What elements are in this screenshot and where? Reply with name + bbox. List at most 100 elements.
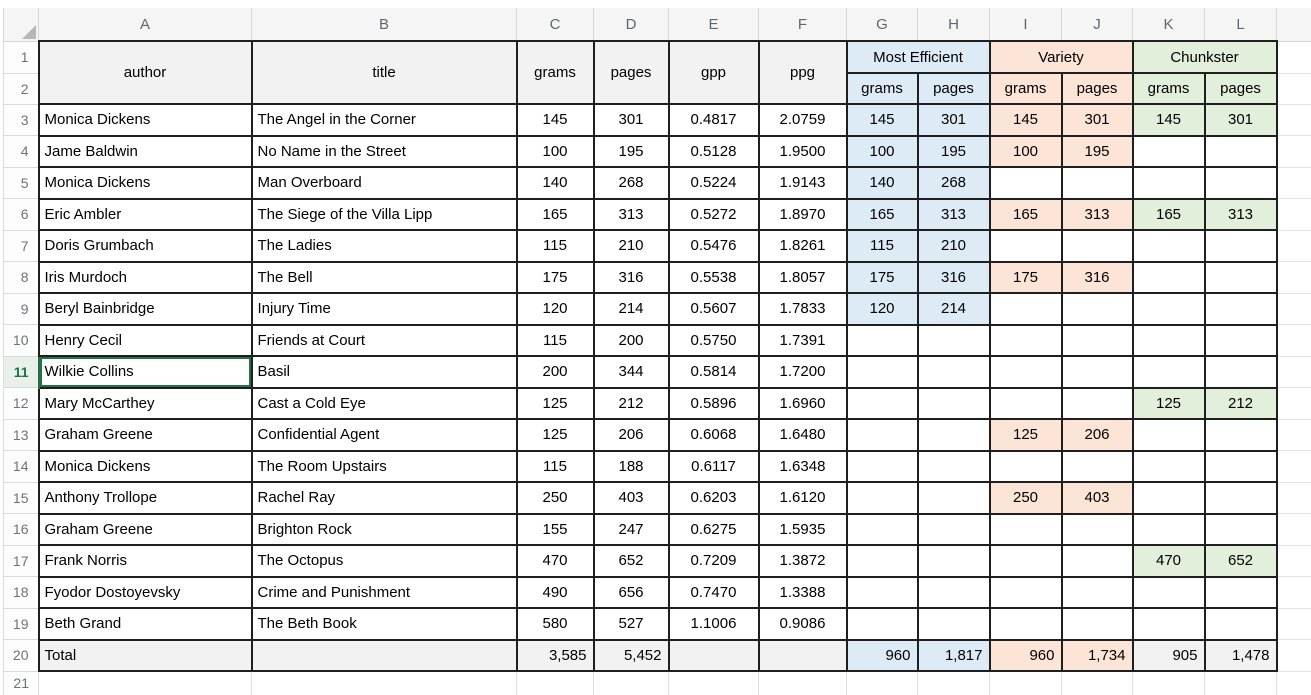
variety-grams-cell[interactable] [988, 386, 1063, 420]
grams-cell[interactable]: 250 [515, 481, 595, 515]
pages-cell[interactable]: 652 [592, 544, 670, 578]
grams-cell[interactable]: 200 [515, 355, 595, 389]
variety-grams-cell[interactable]: 250 [988, 481, 1063, 515]
ppg-cell[interactable]: 0.9086 [757, 607, 848, 641]
title-cell[interactable]: Friends at Court [250, 323, 518, 357]
variety-pages-cell[interactable] [1060, 229, 1134, 263]
row-header-13[interactable]: 13 [3, 418, 39, 451]
variety-pages-cell[interactable] [1060, 323, 1134, 357]
column-header-j[interactable]: J [1061, 8, 1133, 42]
row-header-7[interactable]: 7 [3, 229, 39, 262]
gpp-cell[interactable]: 0.4817 [667, 103, 760, 137]
most-efficient-pages-cell[interactable] [916, 449, 991, 483]
sheet-cell-empty[interactable] [668, 670, 759, 695]
title-cell[interactable]: The Ladies [250, 229, 518, 263]
most-efficient-grams-cell[interactable] [845, 355, 919, 389]
author-cell[interactable]: Doris Grumbach [37, 229, 253, 263]
sheet-cell-empty[interactable] [1276, 482, 1311, 514]
chunkster-grams-cell[interactable] [1131, 418, 1206, 452]
variety-grams-cell[interactable] [988, 355, 1063, 389]
gpp-cell[interactable]: 1.1006 [667, 607, 760, 641]
title-cell[interactable]: Crime and Punishment [250, 575, 518, 609]
row-header-2[interactable]: 2 [3, 72, 39, 105]
column-header-b[interactable]: B [251, 8, 517, 42]
sheet-cell-empty[interactable] [917, 670, 990, 695]
chunkster-pages-cell[interactable] [1203, 418, 1278, 452]
title-cell[interactable]: Brighton Rock [250, 512, 518, 546]
total-chunkster-grams-cell[interactable]: 905 [1131, 638, 1206, 672]
author-cell[interactable]: Mary McCarthey [37, 386, 253, 420]
variety-group-header[interactable]: Variety [988, 40, 1134, 74]
chunkster-grams-cell[interactable]: 165 [1131, 197, 1206, 231]
chunkster-pages-cell[interactable]: 313 [1203, 197, 1278, 231]
sheet-cell-empty[interactable] [516, 670, 594, 695]
sheet-cell-empty[interactable] [1276, 671, 1311, 695]
total-most-efficient-pages-cell[interactable]: 1,817 [916, 638, 991, 672]
pages-cell[interactable]: 301 [592, 103, 670, 137]
total-chunkster-pages-cell[interactable]: 1,478 [1203, 638, 1278, 672]
most-efficient-grams-header[interactable]: grams [845, 72, 919, 105]
variety-pages-cell[interactable]: 206 [1060, 418, 1134, 452]
row-header-5[interactable]: 5 [3, 166, 39, 199]
row-header-1[interactable]: 1 [3, 40, 39, 74]
variety-grams-cell[interactable] [988, 323, 1063, 357]
chunkster-grams-cell[interactable] [1131, 512, 1206, 546]
sheet-cell-empty[interactable] [593, 670, 669, 695]
author-cell[interactable]: Anthony Trollope [37, 481, 253, 515]
variety-grams-cell[interactable] [988, 512, 1063, 546]
ppg-cell[interactable]: 1.6960 [757, 386, 848, 420]
chunkster-group-header[interactable]: Chunkster [1131, 40, 1278, 74]
column-header-h[interactable]: H [917, 8, 990, 42]
chunkster-pages-cell[interactable] [1203, 134, 1278, 168]
variety-grams-cell[interactable] [988, 449, 1063, 483]
author-cell[interactable]: Frank Norris [37, 544, 253, 578]
most-efficient-pages-cell[interactable] [916, 575, 991, 609]
sheet-cell-empty[interactable] [1276, 576, 1311, 609]
variety-pages-cell[interactable] [1060, 575, 1134, 609]
most-efficient-pages-cell[interactable] [916, 386, 991, 420]
most-efficient-grams-cell[interactable] [845, 607, 919, 641]
variety-pages-cell[interactable] [1060, 166, 1134, 200]
grams-cell[interactable]: 175 [515, 260, 595, 294]
most-efficient-grams-cell[interactable]: 140 [845, 166, 919, 200]
gpp-cell[interactable]: 0.6275 [667, 512, 760, 546]
ppg-cell[interactable]: 1.7391 [757, 323, 848, 357]
variety-grams-cell[interactable]: 175 [988, 260, 1063, 294]
grams-cell[interactable]: 165 [515, 197, 595, 231]
gpp-cell[interactable]: 0.5128 [667, 134, 760, 168]
grams-cell[interactable]: 120 [515, 292, 595, 326]
column-header-d[interactable]: D [593, 8, 669, 42]
sheet-cell-empty[interactable] [846, 670, 918, 695]
most-efficient-grams-cell[interactable] [845, 386, 919, 420]
most-efficient-pages-cell[interactable]: 214 [916, 292, 991, 326]
grams-cell[interactable]: 125 [515, 386, 595, 420]
most-efficient-pages-cell[interactable] [916, 323, 991, 357]
total-label-cell[interactable]: Total [37, 638, 253, 672]
column-header-a[interactable]: A [38, 8, 252, 42]
variety-grams-cell[interactable]: 125 [988, 418, 1063, 452]
chunkster-pages-cell[interactable]: 652 [1203, 544, 1278, 578]
chunkster-grams-cell[interactable] [1131, 575, 1206, 609]
variety-pages-cell[interactable]: 301 [1060, 103, 1134, 137]
most-efficient-pages-cell[interactable]: 301 [916, 103, 991, 137]
chunkster-pages-cell[interactable]: 212 [1203, 386, 1278, 420]
variety-grams-cell[interactable] [988, 292, 1063, 326]
total-variety-pages-cell[interactable]: 1,734 [1060, 638, 1134, 672]
variety-pages-cell[interactable] [1060, 607, 1134, 641]
gpp-cell[interactable]: 0.5538 [667, 260, 760, 294]
sheet-cell-empty[interactable] [1132, 670, 1205, 695]
title-cell[interactable]: Rachel Ray [250, 481, 518, 515]
sheet-cell-empty[interactable] [1276, 261, 1311, 294]
row-header-9[interactable]: 9 [3, 292, 39, 325]
sheet-cell-empty[interactable] [1276, 104, 1311, 136]
gpp-cell[interactable]: 0.5814 [667, 355, 760, 389]
most-efficient-pages-cell[interactable]: 313 [916, 197, 991, 231]
sheet-cell-empty[interactable] [1276, 230, 1311, 262]
gpp-cell[interactable]: 0.7209 [667, 544, 760, 578]
variety-pages-header[interactable]: pages [1060, 72, 1134, 105]
total-pages-cell[interactable]: 5,452 [592, 638, 670, 672]
chunkster-grams-cell[interactable]: 145 [1131, 103, 1206, 137]
total-title-cell[interactable] [250, 638, 518, 672]
most-efficient-grams-cell[interactable] [845, 481, 919, 515]
column-header-l[interactable]: L [1204, 8, 1277, 42]
